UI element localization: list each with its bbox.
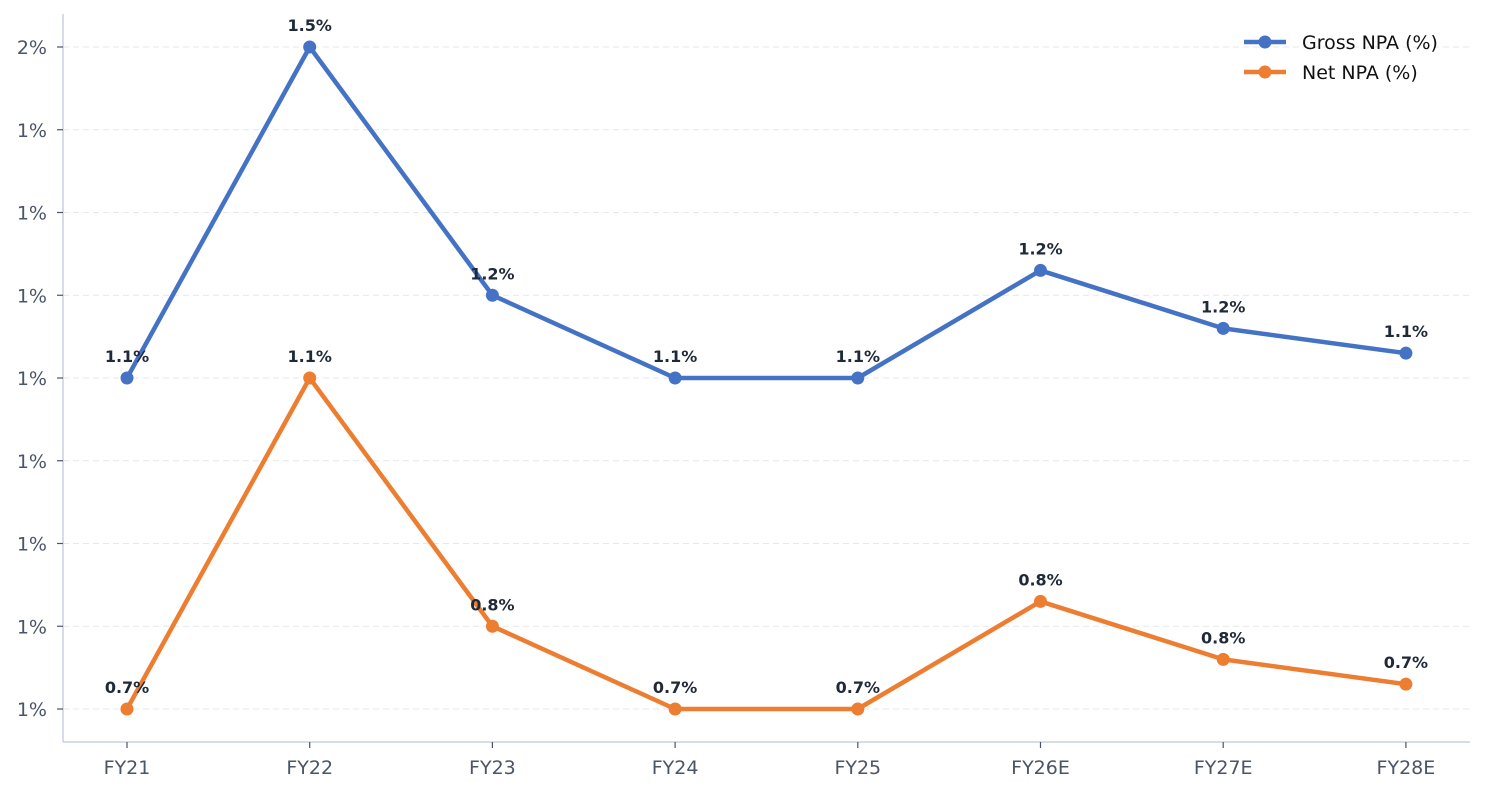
y-axis-ticks: 1% 1% 1% 1% 1% 1% 1% 1% 2%: [17, 37, 63, 721]
data-label: 1.5%: [288, 16, 332, 35]
data-label: 1.1%: [836, 347, 880, 366]
data-point[interactable]: [851, 371, 865, 385]
data-label: 0.8%: [1018, 570, 1062, 589]
y-tick-label: 1%: [17, 368, 47, 390]
legend-item[interactable]: Gross NPA (%): [1244, 32, 1438, 54]
data-label: 1.1%: [653, 347, 697, 366]
data-point[interactable]: [1399, 346, 1413, 360]
y-tick-label: 1%: [17, 616, 47, 638]
data-label: 0.7%: [105, 678, 149, 697]
x-tick-label: FY27E: [1194, 757, 1253, 779]
legend-swatch-marker: [1258, 35, 1272, 49]
data-point[interactable]: [668, 371, 682, 385]
data-point[interactable]: [485, 619, 499, 633]
legend-label: Net NPA (%): [1302, 62, 1418, 84]
data-point[interactable]: [1216, 652, 1230, 666]
data-label: 0.7%: [1384, 653, 1428, 672]
series-layer: [120, 40, 1413, 716]
data-label: 0.7%: [836, 678, 880, 697]
series-line: [124, 375, 1409, 712]
data-point[interactable]: [485, 288, 499, 302]
legend-label: Gross NPA (%): [1302, 32, 1438, 54]
y-tick-label: 1%: [17, 285, 47, 307]
x-tick-label: FY26E: [1011, 757, 1070, 779]
data-label: 1.1%: [288, 347, 332, 366]
data-point[interactable]: [303, 40, 317, 54]
y-tick-label: 1%: [17, 699, 47, 721]
data-label: 0.8%: [1201, 628, 1245, 647]
data-label: 1.1%: [105, 347, 149, 366]
data-point[interactable]: [668, 702, 682, 716]
legend[interactable]: Gross NPA (%) Net NPA (%): [1244, 32, 1438, 84]
data-label: 0.7%: [653, 678, 697, 697]
data-label: 1.2%: [1018, 239, 1062, 258]
y-tick-label: 1%: [17, 451, 47, 473]
data-point[interactable]: [851, 702, 865, 716]
x-tick-label: FY25: [834, 757, 881, 779]
x-tick-label: FY24: [652, 757, 699, 779]
x-tick-label: FY21: [104, 757, 151, 779]
data-label: 1.2%: [470, 264, 514, 283]
x-tick-label: FY28E: [1377, 757, 1436, 779]
series-gross-npa: [120, 40, 1413, 385]
y-tick-label: 1%: [17, 203, 47, 225]
x-tick-label: FY22: [286, 757, 333, 779]
y-tick-label: 1%: [17, 120, 47, 142]
data-point[interactable]: [120, 702, 134, 716]
data-point[interactable]: [1216, 321, 1230, 335]
data-label: 0.8%: [470, 595, 514, 614]
data-point[interactable]: [1034, 263, 1047, 277]
data-labels: 1.1% 1.5% 1.2% 1.1% 1.1% 1.2% 1.2% 1.1% 0.7% 1.1%…: [105, 16, 1428, 697]
data-point[interactable]: [303, 371, 317, 385]
data-label: 1.1%: [1384, 322, 1428, 341]
data-point[interactable]: [120, 371, 134, 385]
data-point[interactable]: [1399, 677, 1413, 691]
series-line: [124, 44, 1409, 381]
y-tick-label: 2%: [17, 37, 47, 59]
x-axis-ticks: FY21 FY22 FY23 FY24 FY25 FY26E FY27E FY28E: [104, 742, 1436, 779]
legend-swatch-marker: [1258, 65, 1272, 79]
legend-item[interactable]: Net NPA (%): [1244, 62, 1418, 84]
series-net-npa: [120, 371, 1413, 716]
data-point[interactable]: [1034, 594, 1047, 608]
data-label: 1.2%: [1201, 297, 1245, 316]
x-tick-label: FY23: [469, 757, 516, 779]
y-tick-label: 1%: [17, 534, 47, 556]
